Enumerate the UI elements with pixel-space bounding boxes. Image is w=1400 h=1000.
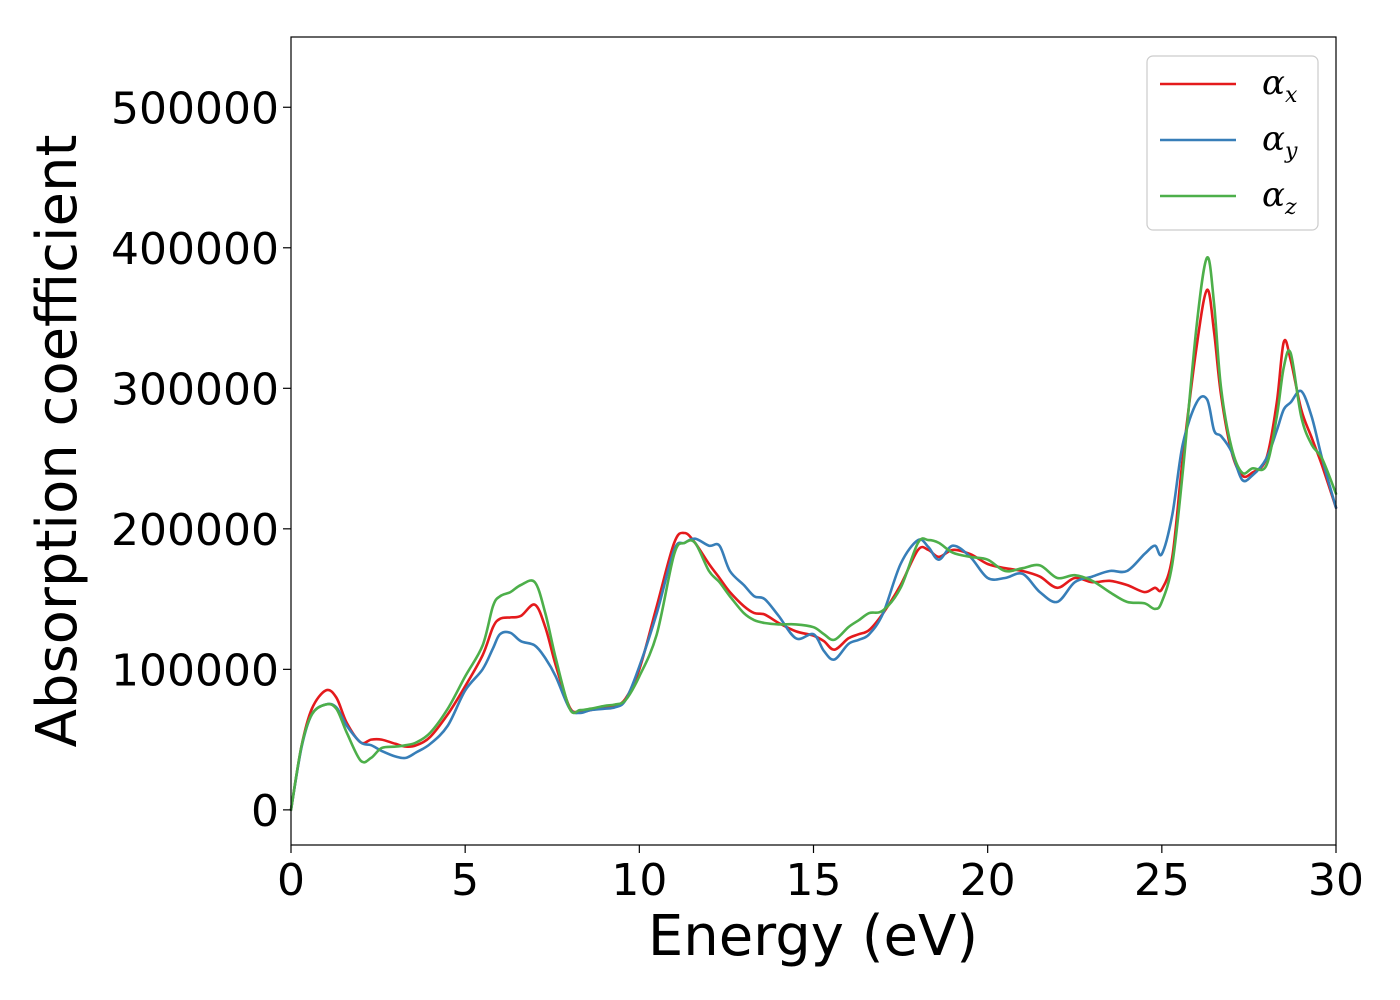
x-tick-label: 15 [786, 855, 842, 906]
y-tick-label: 200000 [111, 505, 279, 556]
x-axis-label: Energy (eV) [648, 904, 978, 969]
legend-label-y: αy [1262, 119, 1298, 164]
y-axis-ticks: 0 100000 200000 300000 400000 500000 [111, 83, 291, 837]
x-tick-label: 10 [611, 855, 667, 906]
x-axis-ticks: 0 5 10 15 20 25 30 [277, 845, 1364, 906]
y-tick-label: 400000 [111, 224, 279, 275]
legend: αx αy αz [1146, 55, 1319, 231]
y-axis-label: Absorption coefficient [25, 135, 90, 748]
x-tick-label: 25 [1134, 855, 1190, 906]
legend-box [1146, 55, 1319, 231]
series-lines [289, 256, 1338, 812]
series-line-y [289, 389, 1338, 812]
x-tick-label: 30 [1308, 855, 1364, 906]
x-tick-label: 20 [960, 855, 1016, 906]
x-tick-label: 0 [277, 855, 305, 906]
legend-label-z: αz [1262, 175, 1297, 220]
series-line-z [289, 256, 1338, 812]
x-tick-label: 5 [451, 855, 479, 906]
y-tick-label: 500000 [111, 83, 279, 134]
y-tick-label: 300000 [111, 364, 279, 415]
y-tick-label: 0 [251, 786, 279, 837]
y-tick-label: 100000 [111, 645, 279, 696]
legend-label-x: αx [1262, 63, 1298, 108]
